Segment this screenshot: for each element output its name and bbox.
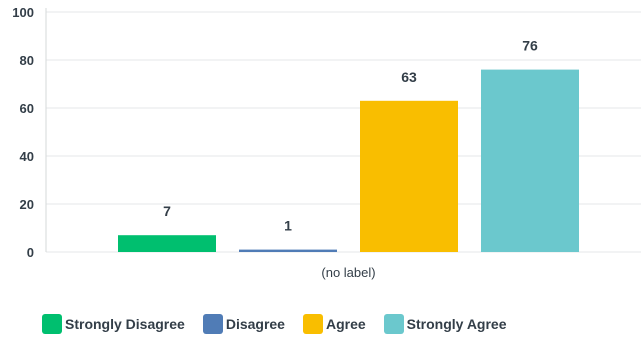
legend-label: Agree: [325, 316, 366, 332]
bar-agree[interactable]: [360, 100, 458, 252]
legend-item[interactable]: Disagree: [202, 314, 285, 334]
legend-item[interactable]: Strongly Agree: [383, 314, 507, 334]
y-tick-label: 100: [12, 5, 34, 20]
data-label: 7: [163, 203, 171, 219]
legend-swatch: [42, 314, 62, 334]
bars: [118, 69, 579, 252]
bar-disagree[interactable]: [239, 249, 337, 252]
x-axis: (no label): [321, 265, 375, 280]
data-label: 1: [284, 218, 292, 234]
y-tick-label: 60: [20, 101, 34, 116]
y-tick-label: 20: [20, 197, 34, 212]
y-tick-label: 40: [20, 149, 34, 164]
bar-chart: 0 20 40 60 80 100 7 1 63 76 (no label): [12, 5, 641, 280]
legend-label: Disagree: [225, 316, 285, 332]
legend-label: Strongly Agree: [406, 316, 507, 332]
y-tick-label: 80: [20, 53, 34, 68]
y-axis: 0 20 40 60 80 100: [12, 5, 47, 260]
data-label: 63: [401, 69, 417, 85]
bar-strongly-disagree[interactable]: [118, 235, 216, 252]
legend-item[interactable]: Agree: [302, 314, 366, 334]
legend: Strongly Disagree Disagree Agree Strongly A…: [42, 314, 525, 334]
bar-strongly-agree[interactable]: [481, 69, 579, 252]
legend-swatch: [202, 314, 223, 334]
legend-item[interactable]: Strongly Disagree: [42, 314, 185, 334]
data-labels: 7 1 63 76: [163, 38, 538, 234]
legend-label: Strongly Disagree: [65, 316, 185, 332]
legend-swatch: [383, 314, 404, 334]
y-tick-label: 0: [27, 245, 34, 260]
data-label: 76: [522, 38, 538, 54]
legend-swatch: [302, 314, 323, 334]
x-category-label: (no label): [321, 265, 375, 280]
